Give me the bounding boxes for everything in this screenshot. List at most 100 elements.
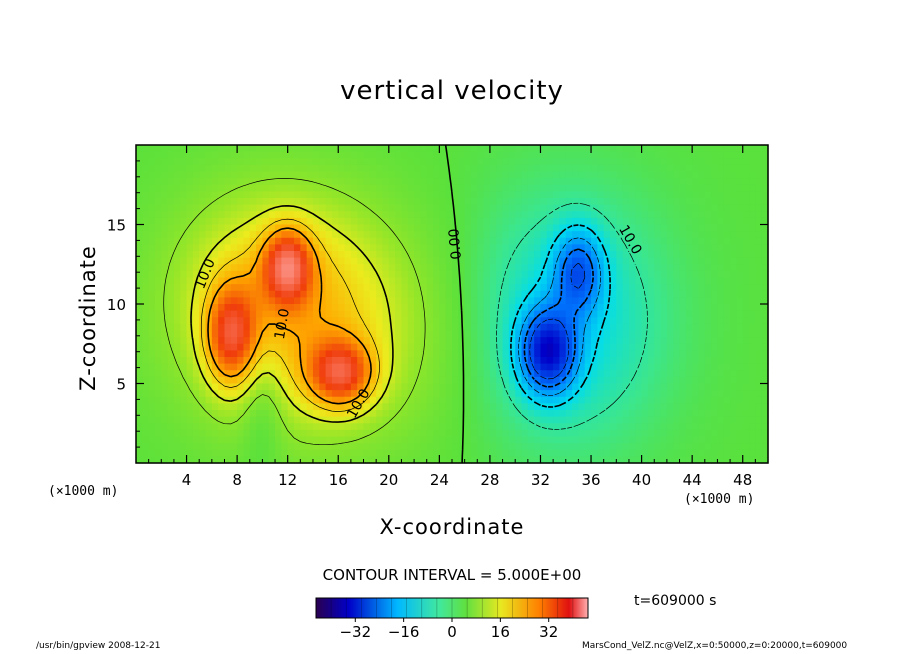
heatmap-cell bbox=[268, 171, 276, 179]
heatmap-cell bbox=[647, 429, 655, 438]
heatmap-cell bbox=[136, 198, 143, 206]
heatmap-cell bbox=[534, 198, 542, 206]
heatmap-cell bbox=[742, 198, 750, 206]
heatmap-cell bbox=[477, 350, 485, 358]
heatmap-cell bbox=[616, 277, 624, 285]
heatmap-cell bbox=[167, 244, 175, 252]
heatmap-cell bbox=[136, 164, 143, 173]
heatmap-cell bbox=[414, 217, 421, 226]
heatmap-cell bbox=[761, 244, 769, 252]
heatmap-cell bbox=[142, 297, 150, 305]
heatmap-cell bbox=[521, 396, 529, 404]
heatmap-cell bbox=[376, 145, 384, 153]
heatmap-cell bbox=[433, 277, 440, 285]
heatmap-cell bbox=[224, 403, 232, 411]
heatmap-cell bbox=[376, 191, 384, 199]
heatmap-cell bbox=[173, 449, 181, 457]
heatmap-cell bbox=[306, 277, 314, 285]
heatmap-cell bbox=[603, 191, 611, 199]
heatmap-cell bbox=[306, 270, 314, 279]
heatmap-cell bbox=[344, 290, 352, 298]
heatmap-cell bbox=[616, 290, 624, 298]
heatmap-cell bbox=[256, 244, 263, 252]
heatmap-cell bbox=[319, 323, 327, 332]
heatmap-cell bbox=[167, 357, 175, 365]
heatmap-cell bbox=[325, 184, 333, 192]
heatmap-cell bbox=[306, 171, 314, 179]
heatmap-cell bbox=[508, 390, 516, 398]
heatmap-cell bbox=[622, 357, 630, 365]
heatmap-cell bbox=[546, 330, 554, 338]
heatmap-cell bbox=[546, 363, 554, 371]
heatmap-cell bbox=[730, 403, 737, 411]
heatmap-cell bbox=[578, 429, 586, 438]
heatmap-cell bbox=[647, 383, 655, 391]
heatmap-cell bbox=[508, 270, 516, 279]
heatmap-cell bbox=[433, 317, 440, 325]
heatmap-cell bbox=[540, 436, 548, 444]
heatmap-cell bbox=[603, 284, 611, 292]
heatmap-cell bbox=[628, 343, 636, 351]
heatmap-cell bbox=[344, 383, 352, 391]
heatmap-cell bbox=[742, 423, 750, 431]
heatmap-cell bbox=[534, 284, 542, 292]
heatmap-cell bbox=[496, 376, 504, 385]
heatmap-cell bbox=[660, 277, 668, 285]
heatmap-cell bbox=[357, 178, 365, 186]
heatmap-cell bbox=[420, 198, 428, 206]
heatmap-cell bbox=[161, 343, 169, 351]
heatmap-cell bbox=[654, 429, 662, 438]
heatmap-cell bbox=[338, 184, 346, 192]
heatmap-cell bbox=[452, 456, 459, 464]
heatmap-cell bbox=[496, 231, 504, 239]
heatmap-cell bbox=[711, 323, 719, 332]
heatmap-cell bbox=[224, 158, 232, 166]
heatmap-cell bbox=[660, 429, 668, 438]
heatmap-cell bbox=[275, 304, 282, 312]
heatmap-cell bbox=[452, 350, 459, 358]
heatmap-cell bbox=[666, 337, 674, 345]
heatmap-cell bbox=[445, 211, 453, 219]
heatmap-cell bbox=[730, 171, 737, 179]
heatmap-cell bbox=[660, 204, 668, 212]
heatmap-cell bbox=[395, 436, 403, 444]
heatmap-cell bbox=[154, 376, 162, 385]
heatmap-cell bbox=[180, 257, 188, 265]
heatmap-cell bbox=[268, 396, 276, 404]
heatmap-cell bbox=[464, 164, 472, 173]
heatmap-cell bbox=[237, 178, 245, 186]
heatmap-cell bbox=[527, 390, 535, 398]
heatmap-cell bbox=[211, 317, 219, 325]
heatmap-cell bbox=[275, 323, 282, 332]
heatmap-cell bbox=[325, 145, 333, 153]
heatmap-cell bbox=[161, 257, 169, 265]
heatmap-cell bbox=[685, 310, 693, 318]
heatmap-cell bbox=[515, 376, 523, 385]
heatmap-cell bbox=[508, 290, 516, 298]
heatmap-cell bbox=[666, 363, 674, 371]
heatmap-cell bbox=[711, 178, 719, 186]
heatmap-cell bbox=[749, 164, 756, 173]
heatmap-cell bbox=[344, 224, 352, 232]
colorbar-ticks: −32 −16 0 16 32 bbox=[339, 618, 558, 641]
heatmap-cell bbox=[704, 396, 712, 404]
heatmap-cell bbox=[489, 231, 497, 239]
heatmap-cell bbox=[249, 390, 257, 398]
heatmap-cell bbox=[382, 297, 390, 305]
heatmap-cell bbox=[616, 178, 624, 186]
heatmap-cell bbox=[376, 330, 384, 338]
heatmap-cell bbox=[142, 251, 150, 259]
heatmap-cell bbox=[704, 390, 712, 398]
heatmap-cell bbox=[635, 363, 643, 371]
heatmap-cell bbox=[464, 204, 472, 212]
heatmap-cell bbox=[679, 317, 687, 325]
heatmap-cell bbox=[161, 443, 169, 451]
heatmap-cell bbox=[477, 330, 485, 338]
heatmap-cell bbox=[704, 178, 712, 186]
heatmap-cell bbox=[173, 357, 181, 365]
heatmap-cell bbox=[281, 423, 289, 431]
heatmap-cell bbox=[508, 178, 516, 186]
heatmap-cell bbox=[730, 436, 737, 444]
heatmap-cell bbox=[755, 383, 763, 391]
heatmap-cell bbox=[142, 383, 150, 391]
